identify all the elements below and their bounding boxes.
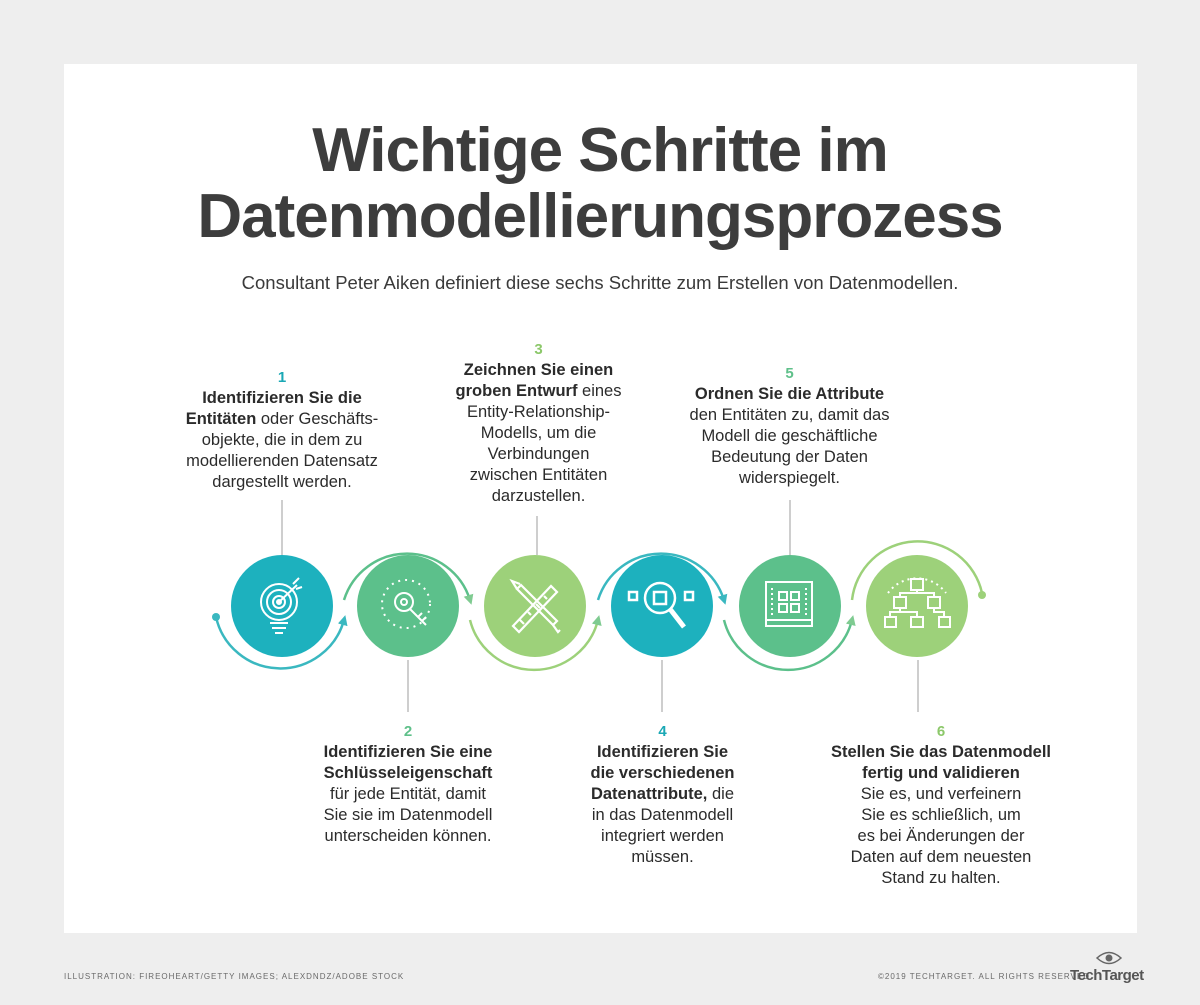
step-2-bold-2: Schlüsseleigenschaft — [323, 764, 493, 782]
step-4-line-6: müssen. — [631, 848, 694, 866]
step-2-line-3: für jede Entität, damit — [330, 785, 486, 803]
techtarget-logo-icon — [1096, 951, 1122, 965]
step-1-line-3: objekte, die in dem zu — [201, 431, 363, 449]
arc-5-6 — [722, 615, 856, 672]
step-2-number: 2 — [403, 723, 413, 740]
step-2-bold-1: Identifizieren Sie eine — [323, 743, 493, 761]
subtitle: Consultant Peter Aiken definiert diese s… — [241, 272, 959, 293]
copyright: ©2019 TECHTARGET. ALL RIGHTS RESERVED — [878, 972, 1090, 981]
step-3-line-5: Verbindungen — [487, 445, 590, 463]
step-4-line-5: integriert werden — [601, 827, 724, 845]
circle-step-6 — [866, 555, 968, 657]
pencil-ruler-icon — [509, 578, 561, 634]
step-5-line-4: Bedeutung der Daten — [711, 448, 868, 466]
step-4-line-4: in das Datenmodell — [591, 806, 734, 824]
arc-6-end — [850, 540, 984, 601]
connector-lines — [281, 500, 919, 712]
step-6-text: 6 Stellen Sie das Datenmodell fertig und… — [800, 722, 1082, 889]
arc-1-2 — [214, 615, 348, 670]
brand-logo: TechTarget — [1070, 967, 1144, 984]
step-6-line-6: Daten auf dem neuesten — [850, 848, 1032, 866]
step-3-bold-2: groben Entwurf — [455, 382, 578, 400]
step-4-rest-3: die — [707, 785, 735, 803]
blueprint-icon — [765, 581, 813, 627]
circle-step-4 — [611, 555, 713, 657]
step-6-line-4: Sie es schließlich, um — [861, 806, 1021, 824]
step-5-number: 5 — [785, 365, 794, 382]
magnifier-icon — [627, 581, 695, 629]
step-4-bold-1: Identifizieren Sie — [596, 743, 729, 761]
arc-4-5 — [596, 552, 728, 605]
step-3-text: 3 Zeichnen Sie einen groben Entwurf eine… — [396, 340, 681, 507]
arc-3-4 — [468, 615, 602, 672]
step-4-number: 4 — [658, 723, 667, 740]
step-6-number: 6 — [936, 723, 946, 740]
step-5-bold-1: Ordnen Sie die Attribute — [694, 385, 885, 403]
step-1-number: 1 — [277, 369, 287, 386]
step-1-bold-1: Identifizieren Sie die — [202, 389, 362, 407]
infographic-card — [64, 64, 1137, 933]
step-5-text: 5 Ordnen Sie die Attribute den Entitäten… — [662, 364, 917, 489]
step-3-number: 3 — [534, 341, 543, 358]
step-3-bold-1: Zeichnen Sie einen — [463, 361, 614, 379]
step-5-line-5: widerspiegelt. — [739, 469, 840, 487]
step-3-line-6: zwischen Entitäten — [469, 466, 608, 484]
flow-end-dot — [978, 591, 986, 599]
step-3-line-7: darzustellen. — [491, 487, 586, 505]
key-search-icon — [381, 579, 431, 629]
step-6-bold-2: fertig und validieren — [862, 764, 1020, 782]
step-1-text: 1 Identifizieren Sie die Entitäten oder … — [132, 368, 432, 493]
step-2-line-4: Sie sie im Datenmodell — [323, 806, 493, 824]
step-1-line-5: dargestellt werden. — [212, 473, 352, 491]
step-4-bold-3: Datenattribute, — [590, 785, 708, 803]
step-circles — [231, 555, 968, 657]
step-6-line-7: Stand zu halten. — [881, 869, 1001, 887]
step-5-line-2: den Entitäten zu, damit das — [689, 406, 890, 424]
step-3-rest-2: eines — [577, 382, 622, 400]
step-2-text: 2 Identifizieren Sie eine Schlüsseleigen… — [278, 722, 538, 847]
arc-2-3 — [342, 552, 474, 605]
step-1-rest-1: oder Geschäfts- — [256, 410, 379, 428]
circle-step-1 — [231, 555, 333, 657]
illustration-credit: ILLUSTRATION: FIREOHEART/GETTY IMAGES; A… — [64, 972, 405, 981]
page-title: Wichtige Schritte im Datenmodellierungsp… — [0, 118, 1200, 250]
step-3-line-3: Entity-Relationship- — [466, 403, 611, 421]
step-1-bold-2: Entitäten — [185, 410, 257, 428]
step-4-text: 4 Identifizieren Sie die verschiedenen D… — [550, 722, 775, 868]
title-line-2: Datenmodellierungsprozess — [197, 182, 1003, 251]
circle-step-2 — [357, 555, 459, 657]
target-lightbulb-icon — [260, 577, 303, 634]
step-4-bold-2: die verschiedenen — [590, 764, 735, 782]
step-1-line-4: modellierenden Datensatz — [186, 452, 378, 470]
hierarchy-icon — [884, 577, 951, 628]
flow-arrows — [212, 540, 986, 672]
step-5-line-3: Modell die geschäftliche — [701, 427, 878, 445]
step-2-line-5: unterscheiden können. — [324, 827, 492, 845]
title-line-1: Wichtige Schritte im — [312, 116, 888, 185]
step-6-line-5: es bei Änderungen der — [857, 827, 1025, 845]
step-6-line-3: Sie es, und verfeinern — [860, 785, 1022, 803]
step-6-bold-1: Stellen Sie das Datenmodell — [830, 743, 1052, 761]
step-3-line-4: Modells, um die — [480, 424, 597, 442]
